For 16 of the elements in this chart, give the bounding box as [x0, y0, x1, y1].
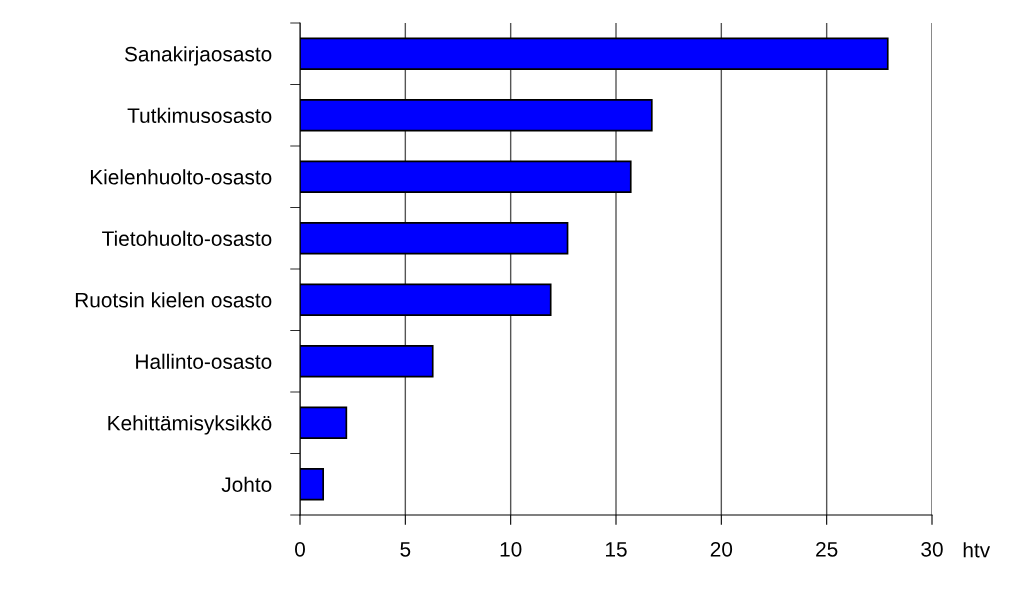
x-tick-label: 25 — [816, 541, 838, 557]
x-tick-label: 20 — [710, 541, 733, 557]
x-tick-label: 30 — [921, 541, 943, 557]
y-tick-label: Hallinto-osasto — [136, 353, 272, 369]
x-tick-label: 0 — [295, 541, 305, 557]
y-tick-label: Sanakirjaosasto — [124, 46, 272, 66]
y-tick-label: Tietohuolto-osasto — [102, 230, 272, 246]
y-tick-label: Kielenhuolto-osasto — [90, 169, 272, 185]
x-axis-title: htv — [963, 542, 991, 558]
x-tick-label: 15 — [606, 542, 627, 557]
y-tick-label: Ruotsin kielen osasto — [75, 292, 272, 308]
x-tick-label: 10 — [500, 541, 522, 557]
y-tick-label: Johto — [221, 476, 272, 492]
y-tick-label: Tutkimusosasto — [127, 107, 272, 123]
x-tick-label: 5 — [400, 542, 411, 557]
y-tick-label: Kehittämisyksikkö — [108, 415, 272, 435]
